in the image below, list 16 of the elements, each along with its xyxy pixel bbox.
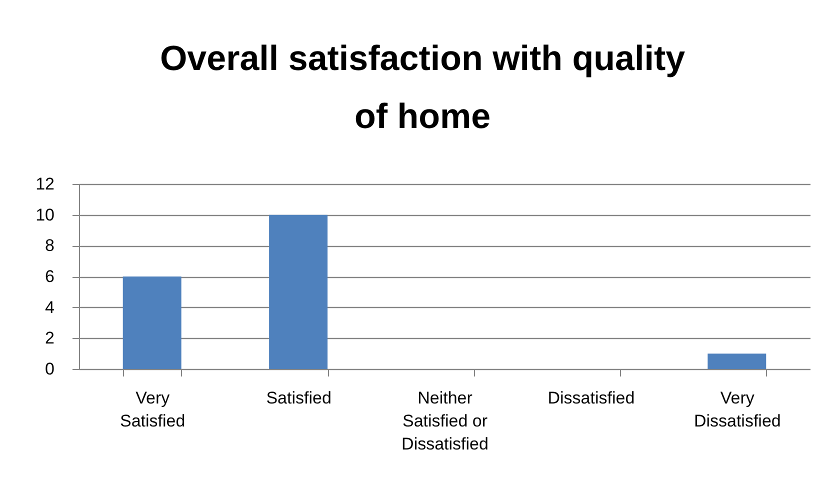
bar [708, 354, 766, 369]
y-tick-label: 12 [36, 174, 54, 194]
chart-title: Overall satisfaction with quality of home [160, 39, 686, 136]
y-tick-label: 6 [45, 267, 54, 286]
x-tick-label: Satisfied [266, 388, 332, 408]
x-tick-label: Very Dissatisfied [694, 388, 781, 430]
x-tick-label: Dissatisfied [548, 388, 635, 408]
bar [269, 214, 328, 369]
x-tick-label: Neither Satisfied or Dissatisfied [402, 388, 488, 454]
y-tick-label: 4 [45, 298, 54, 317]
y-tick-label: 2 [45, 328, 54, 348]
y-tick-label: 0 [45, 360, 54, 378]
bar [122, 276, 182, 369]
y-tick-label: 8 [45, 236, 54, 256]
y-tick-label: 10 [36, 205, 54, 224]
x-tick-label: Very Satisfied [120, 388, 186, 430]
